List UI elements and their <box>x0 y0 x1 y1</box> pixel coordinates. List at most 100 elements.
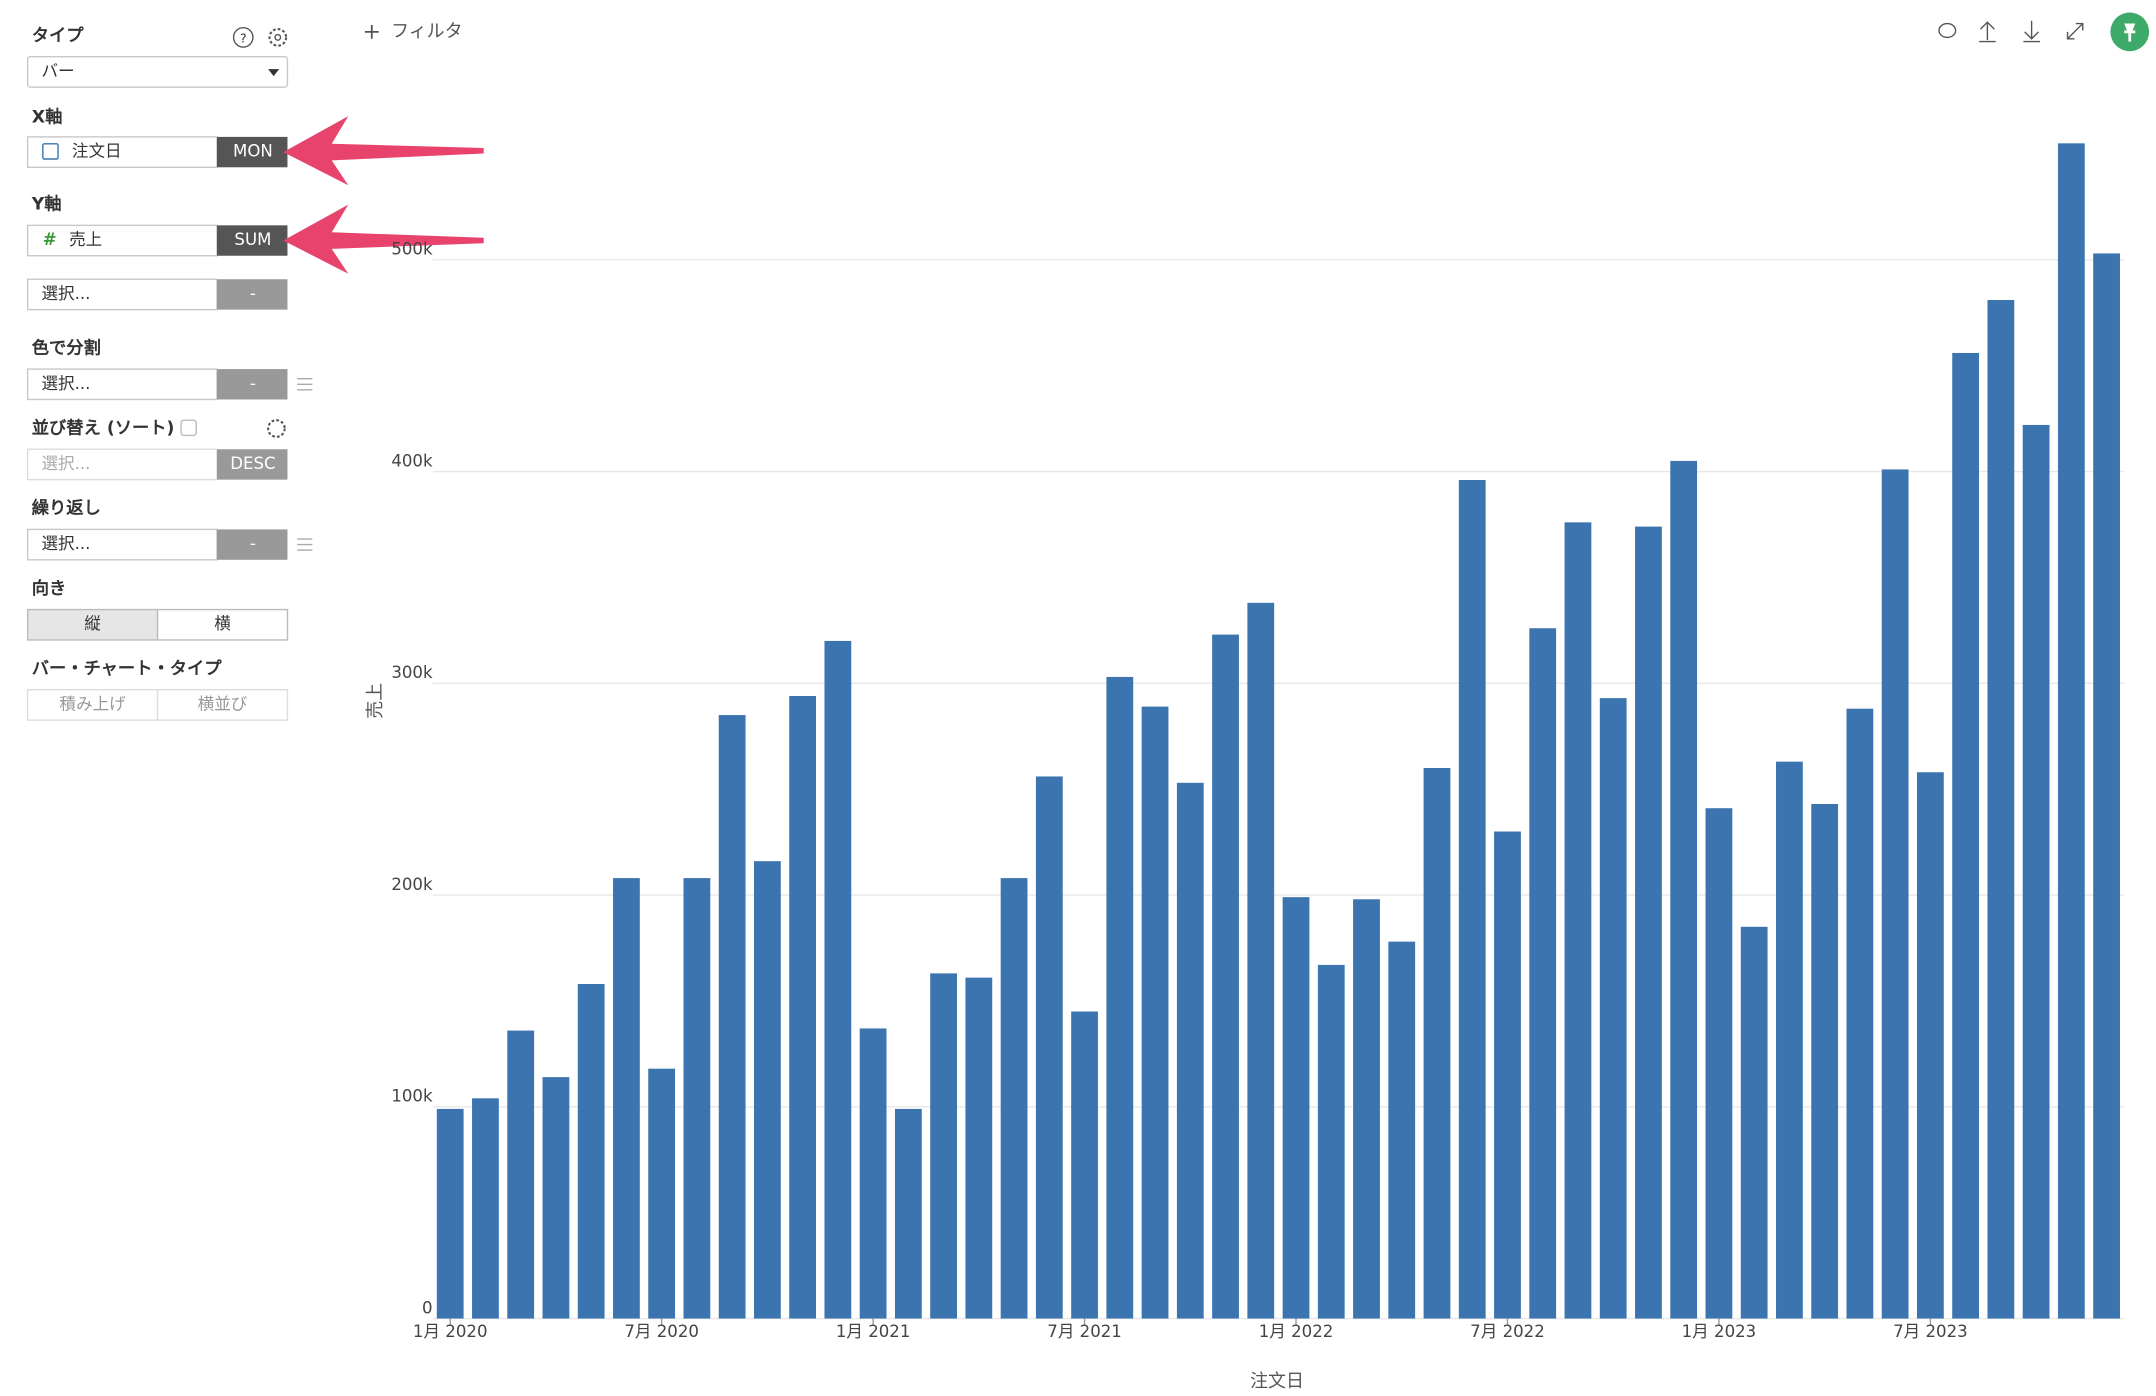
bar <box>1916 772 1944 1319</box>
bar <box>1071 1011 1098 1319</box>
x-tick-label: 7月 2022 <box>1470 1322 1545 1341</box>
bar <box>1353 899 1380 1319</box>
bar <box>965 977 993 1319</box>
color-agg-button[interactable] <box>216 369 288 400</box>
color-field[interactable] <box>26 368 218 401</box>
x-tick-label: 1月 2021 <box>836 1322 911 1341</box>
y-tick-label: 400k <box>391 451 433 470</box>
bar <box>859 1028 887 1319</box>
menu-icon[interactable] <box>297 538 313 551</box>
bar <box>1000 878 1028 1319</box>
settings-icon-core <box>274 33 282 41</box>
y-tick-label: 100k <box>391 1087 433 1106</box>
type-label: タイプ <box>32 25 85 46</box>
bar <box>1952 352 1980 1319</box>
repeat-label: 繰り返し <box>32 498 101 519</box>
orientation-horizontal-text: 横 <box>214 614 231 633</box>
y-agg-text: SUM <box>234 230 271 249</box>
x-agg-text: MON <box>233 142 273 161</box>
y-axis-label: Y軸 <box>31 194 62 215</box>
x-tick-label: 7月 2023 <box>1893 1322 1968 1341</box>
y2-agg-text: - <box>250 284 256 303</box>
x-tick-label: 1月 2023 <box>1682 1322 1757 1341</box>
y-agg-button[interactable] <box>216 225 288 256</box>
x-field-name: 注文日 <box>72 142 122 161</box>
bar <box>1176 782 1204 1319</box>
help-icon[interactable] <box>232 27 254 48</box>
y2-field[interactable] <box>26 278 218 311</box>
bar <box>718 715 746 1319</box>
bar <box>542 1077 570 1319</box>
sort-order-button[interactable] <box>216 449 288 480</box>
filter-button[interactable]: フィルタ <box>391 21 462 42</box>
download-icon[interactable] <box>2023 20 2040 43</box>
sort-field[interactable] <box>26 448 218 481</box>
bar <box>789 695 817 1319</box>
bar <box>436 1108 464 1319</box>
bar <box>1529 628 1557 1319</box>
sort-label: 並び替え (ソート) <box>32 418 175 439</box>
type-dropdown[interactable] <box>26 56 289 88</box>
settings-icon[interactable] <box>267 419 286 438</box>
dropdown-caret <box>268 69 280 77</box>
sort-order-text: DESC <box>230 454 275 473</box>
orientation-vertical[interactable] <box>26 608 159 641</box>
bar <box>1458 480 1486 1319</box>
annotation-arrow <box>283 204 484 274</box>
orientation-horizontal[interactable] <box>156 608 289 641</box>
sort-field-text: 選択... <box>41 454 90 473</box>
x-axis-label: X軸 <box>32 107 63 128</box>
bar <box>2057 143 2085 1319</box>
number-icon: # <box>43 230 57 249</box>
bar <box>1106 676 1134 1319</box>
bar <box>1035 776 1063 1319</box>
upload-icon[interactable] <box>1979 21 1996 43</box>
bar <box>1811 803 1839 1319</box>
y-axis-title: 売上 <box>365 683 386 719</box>
bar <box>648 1068 676 1319</box>
bar <box>1846 708 1874 1319</box>
settings-icon[interactable] <box>268 28 288 47</box>
repeat-field[interactable] <box>26 528 218 561</box>
orientation-vertical-text: 縦 <box>84 614 101 633</box>
bar <box>2022 424 2050 1319</box>
repeat-agg-button[interactable] <box>216 529 288 560</box>
bar-type-stacked[interactable] <box>26 689 159 721</box>
bar <box>1317 964 1345 1319</box>
bar <box>930 973 957 1319</box>
bar <box>683 878 711 1319</box>
x-agg-button[interactable] <box>216 136 288 168</box>
help-glyph: ? <box>240 30 247 45</box>
repeat-agg-text: - <box>250 534 256 553</box>
x-tick-label: 1月 2022 <box>1259 1322 1334 1341</box>
y2-agg-button[interactable] <box>216 279 288 310</box>
toolbar: フィルタ <box>364 12 2150 52</box>
color-field-text: 選択... <box>41 374 90 393</box>
x-tick-label: 7月 2021 <box>1047 1322 1122 1341</box>
bar <box>1881 469 1909 1319</box>
bar-type-grouped[interactable] <box>156 689 289 721</box>
orientation-label: 向き <box>32 578 67 599</box>
bar <box>1670 460 1698 1319</box>
bar <box>1564 522 1592 1319</box>
sort-checkbox[interactable] <box>180 419 197 437</box>
y-field[interactable] <box>26 224 218 257</box>
menu-icon[interactable] <box>297 378 313 391</box>
repeat-field-text: 選択... <box>41 534 90 553</box>
comment-icon[interactable] <box>1938 22 1957 39</box>
bar <box>1635 526 1662 1319</box>
bar <box>2093 253 2120 1319</box>
bar-chart: 注文日 売上 0 100k 200k 300k 400k 500k 1月 2020 7月 20… <box>365 143 2125 1392</box>
annotation-arrow <box>283 116 484 186</box>
bar <box>577 983 605 1319</box>
plus-icon <box>364 24 379 39</box>
expand-icon[interactable] <box>2066 22 2084 40</box>
calendar-icon <box>42 143 59 160</box>
x-field[interactable] <box>26 136 218 168</box>
y-tick-label: 200k <box>391 875 433 894</box>
color-label: 色で分割 <box>32 337 101 358</box>
x-tick-label: 7月 2020 <box>624 1322 699 1341</box>
bar <box>1141 706 1169 1319</box>
bar-type-label: バー・チャート・タイプ <box>32 658 222 679</box>
